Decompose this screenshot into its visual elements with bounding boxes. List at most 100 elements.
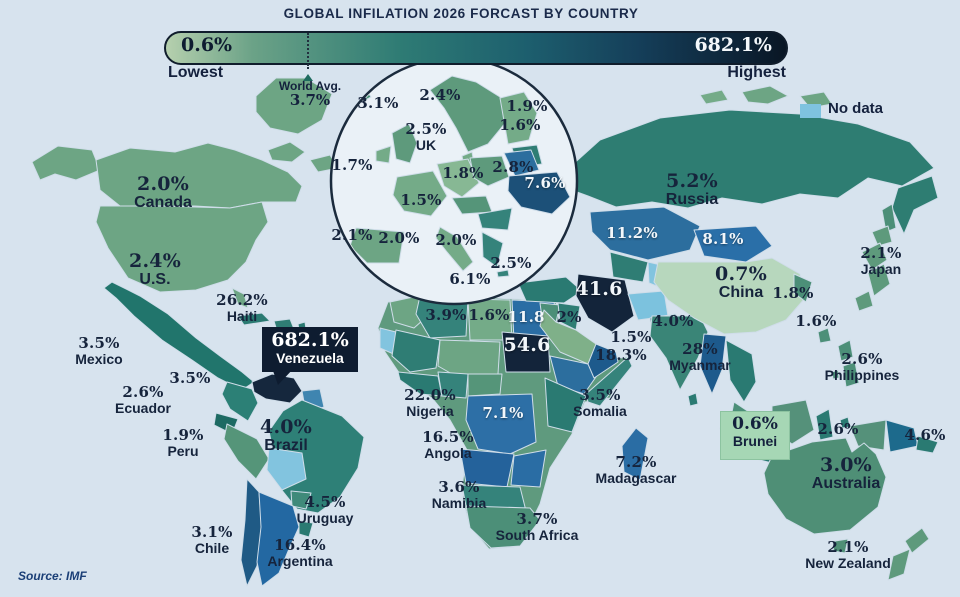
source-credit: Source: IMF: [18, 569, 87, 583]
country-label: 3.1%: [357, 94, 399, 112]
country-label: 2.1% New Zealand: [805, 538, 891, 571]
country-label: 1.5%: [610, 328, 652, 346]
legend-highest-label: Highest: [727, 64, 786, 81]
country-label: 16.5% Angola: [422, 428, 474, 461]
legend-lowest-value: 0.6%: [181, 34, 233, 56]
country-label: 1.8%: [442, 164, 484, 182]
country-label: 11.2%: [606, 224, 658, 242]
region-germany: [436, 158, 480, 198]
brunei-callout: 0.6% Brunei: [720, 411, 790, 460]
country-label: 2.0% Canada: [134, 173, 192, 211]
country-label: 7.1%: [482, 404, 524, 422]
country-label: 1.6%: [795, 312, 837, 330]
island-japan: [861, 242, 888, 271]
country-label: 4.0% Brazil: [260, 416, 312, 454]
landmass-peru: [223, 423, 270, 480]
country-label: 16.4% Argentina: [267, 536, 333, 569]
landmass-bolivia: [266, 447, 307, 491]
region-ukraine: [507, 171, 571, 215]
region-south-africa: [465, 505, 541, 549]
country-label: 1.9% Peru: [162, 426, 204, 459]
island-sri-lanka: [687, 392, 699, 407]
landmass-russia: [559, 109, 935, 209]
country-label: 2.0%: [378, 229, 420, 247]
region-yemen-oman: [587, 343, 619, 379]
country-label: 1.6%: [499, 116, 541, 134]
region-balkans: [477, 207, 513, 231]
region-ireland: [375, 145, 392, 164]
island-taiwan: [817, 327, 832, 344]
region-west-africa: [397, 371, 443, 397]
country-label: 2.8%: [492, 158, 534, 176]
country-label: 2.1% Japan: [860, 244, 902, 277]
country-label: 22.0% Nigeria: [404, 386, 456, 419]
region-poland: [469, 155, 510, 187]
country-label: 1.9%: [506, 97, 548, 115]
country-label: 28% Myanmar: [669, 340, 731, 373]
brunei-name: Brunei: [732, 432, 778, 449]
landmass-paraguay: [290, 490, 312, 510]
country-label: 3.0% Australia: [811, 454, 881, 492]
region-greece: [481, 231, 504, 268]
country-label: 2.6% Ecuador: [114, 383, 172, 416]
country-label: 5.2% Russia: [665, 170, 719, 208]
landmass-madagascar: [621, 427, 649, 481]
landmass-alaska: [31, 145, 101, 181]
region-mali: [391, 329, 441, 373]
landmass-cuba: [237, 312, 271, 326]
country-label: 6.1%: [449, 270, 491, 288]
world-avg-label: World Avg.: [278, 79, 342, 93]
island-crete: [496, 269, 510, 278]
venezuela-name: Venezuela: [276, 349, 344, 366]
island-japan: [854, 290, 874, 312]
country-label: 11.8: [507, 308, 545, 326]
country-label: 2.1%: [331, 226, 373, 244]
region-norway-sweden: [429, 75, 507, 153]
landmass-greenland: [255, 77, 333, 135]
landmass-argentina: [256, 491, 300, 587]
country-label: 4.0%: [652, 312, 694, 330]
landmass-florida: [231, 287, 249, 309]
region-niger-chad: [437, 339, 501, 375]
region-kenya-tanzania: [544, 377, 587, 433]
region-zambia: [510, 449, 547, 488]
europe-inset-circle: [329, 56, 579, 306]
region-turkey: [517, 276, 583, 304]
region-sudan: [501, 331, 551, 373]
country-label: 2.6% Philippines: [824, 350, 900, 383]
island-philippines: [831, 369, 840, 380]
country-label: 2.5% UK: [405, 120, 447, 153]
arctic-island: [699, 89, 729, 105]
country-label: 7.2% Madagascar: [595, 453, 677, 486]
island-png-tail: [915, 435, 939, 454]
region-belarus: [503, 149, 540, 177]
country-label: 3.1% Chile: [191, 523, 233, 556]
island-japan: [867, 263, 891, 297]
region-indochina: [725, 339, 757, 403]
country-label: 26.2% Haiti: [216, 291, 268, 324]
country-label: 2%: [556, 308, 582, 326]
landmass-uruguay: [298, 520, 314, 538]
region-ethiopia: [549, 355, 599, 395]
country-label: 7.6%: [524, 174, 566, 192]
landmass-australia: [763, 437, 887, 535]
country-label: 4.6%: [904, 426, 946, 444]
region-myanmar: [699, 333, 727, 395]
country-label: 2.6%: [817, 420, 859, 438]
region-uk: [391, 123, 418, 164]
island-japan: [871, 225, 893, 247]
country-label: 3.9%: [425, 306, 467, 324]
region-korea: [793, 273, 813, 303]
region-finland: [499, 91, 538, 145]
country-label: 41.6: [575, 278, 623, 300]
country-label: 1.7%: [331, 156, 373, 174]
page-title: GLOBAL INFILATION 2026 FORCAST BY COUNTR…: [283, 6, 639, 21]
island-philippines: [837, 339, 854, 362]
country-label: 8.1%: [702, 230, 744, 248]
country-label: 54.6: [503, 334, 551, 356]
country-label: 0.7% China: [715, 263, 767, 301]
country-label: 3.5% Somalia: [573, 386, 627, 419]
island-sulawesi: [815, 408, 834, 441]
legend-highest-value: 682.1%: [694, 34, 772, 56]
